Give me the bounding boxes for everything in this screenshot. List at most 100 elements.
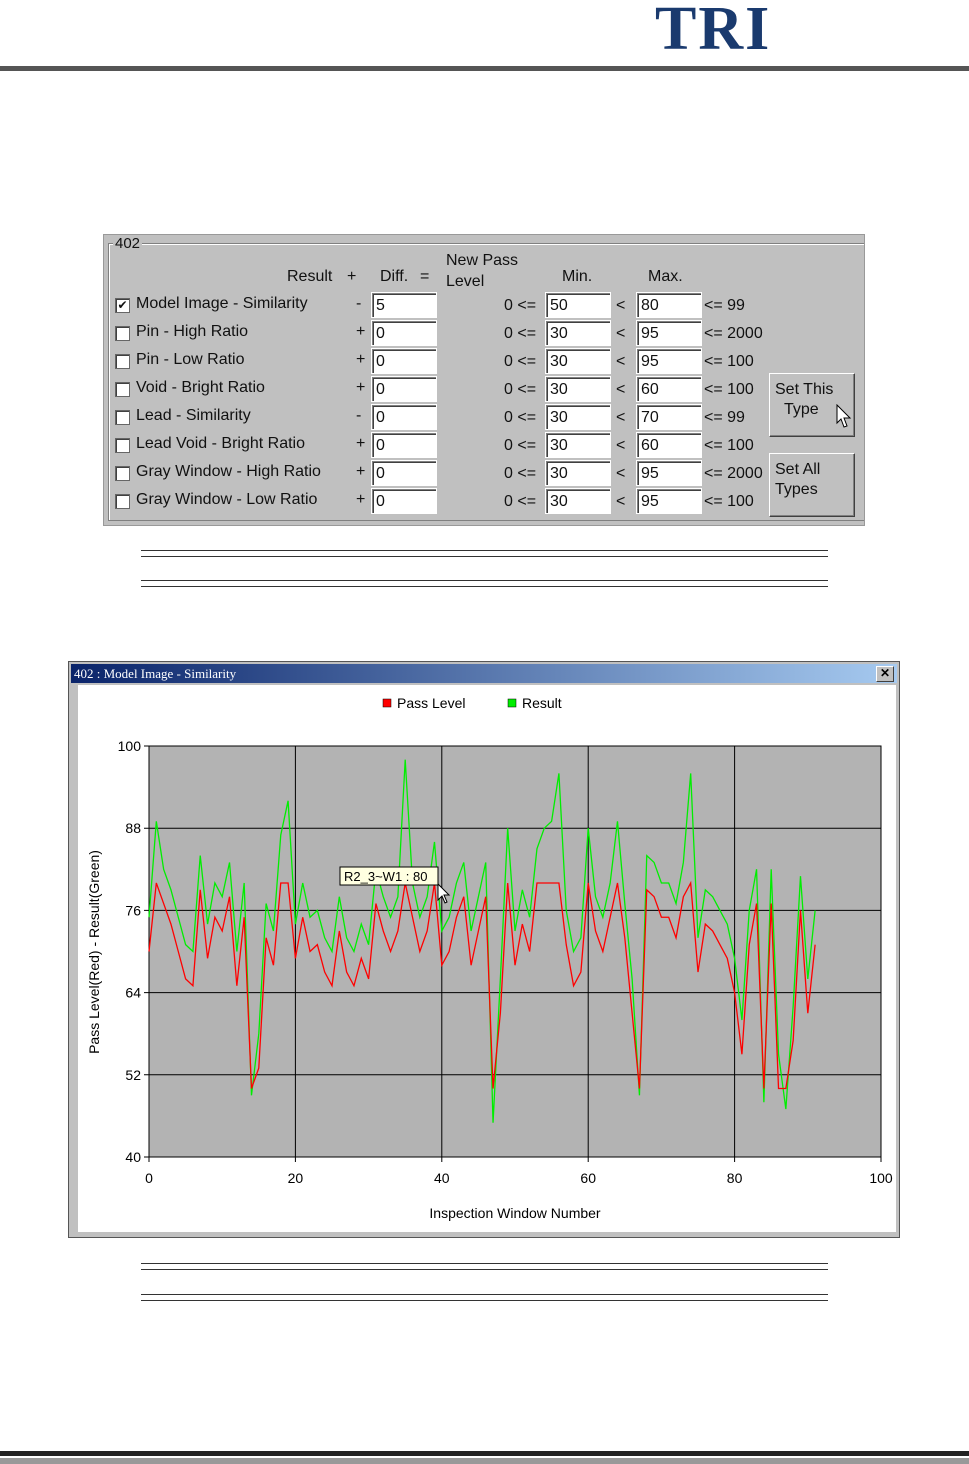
upper-limit-label: <= 2000 [704, 465, 763, 482]
diff-input[interactable]: 0 [371, 348, 437, 374]
criteria-row: Gray Window - Low Ratio + 0 0 <= 30 < 95… [104, 487, 864, 515]
diff-input[interactable]: 0 [371, 460, 437, 486]
separator [141, 1294, 828, 1301]
min-input[interactable]: 30 [545, 376, 611, 402]
tooltip-box [339, 866, 439, 886]
max-input[interactable]: 95 [636, 460, 702, 486]
x-tick-label: 40 [434, 1170, 450, 1186]
diff-input[interactable]: 0 [371, 320, 437, 346]
less-than-label: < [616, 493, 626, 510]
less-than-label: < [616, 381, 626, 398]
x-tick-label: 20 [288, 1170, 304, 1186]
criteria-label: Pin - Low Ratio [136, 351, 245, 368]
y-tick-label: 40 [125, 1149, 141, 1165]
less-than-label: < [616, 465, 626, 482]
header-min: Min. [562, 268, 593, 285]
sign-label: + [356, 379, 366, 396]
less-than-label: < [616, 437, 626, 454]
y-tick-label: 88 [125, 820, 141, 836]
diff-input[interactable]: 0 [371, 432, 437, 458]
lower-bound-label: 0 <= [504, 493, 537, 510]
diff-input[interactable]: 0 [371, 376, 437, 402]
criteria-checkbox[interactable] [115, 438, 130, 453]
criteria-checkbox[interactable] [115, 326, 130, 341]
max-input[interactable]: 70 [636, 404, 702, 430]
max-input[interactable]: 95 [636, 488, 702, 514]
set-all-types-button[interactable]: Set All Types [769, 453, 855, 517]
legend-swatch-result [507, 698, 517, 708]
less-than-label: < [616, 325, 626, 342]
criteria-label: Lead - Similarity [136, 407, 251, 424]
sign-label: + [356, 435, 366, 452]
less-than-label: < [616, 297, 626, 314]
pass-level-dialog: 402 Result + Diff. = New Pass Level Min.… [103, 234, 865, 526]
x-axis-label: Inspection Window Number [429, 1205, 601, 1221]
criteria-row: Pin - High Ratio + 0 0 <= 30 < 95 <= 200… [104, 319, 864, 347]
criteria-checkbox[interactable] [115, 354, 130, 369]
header-rule [0, 66, 969, 71]
lower-bound-label: 0 <= [504, 353, 537, 370]
x-tick-label: 0 [145, 1170, 153, 1186]
lower-bound-label: 0 <= [504, 465, 537, 482]
min-input[interactable]: 30 [545, 488, 611, 514]
chart-area: 0 20 40 60 80 100 100 88 76 64 52 40 Inspection Wind… [78, 685, 896, 1232]
diff-input[interactable]: 0 [371, 404, 437, 430]
sign-label: + [356, 351, 366, 368]
upper-limit-label: <= 99 [704, 297, 745, 314]
min-input[interactable]: 30 [545, 348, 611, 374]
criteria-row: Lead Void - Bright Ratio + 0 0 <= 30 < 6… [104, 431, 864, 459]
lower-bound-label: 0 <= [504, 437, 537, 454]
upper-limit-label: <= 100 [704, 437, 754, 454]
criteria-label: Model Image - Similarity [136, 295, 308, 312]
less-than-label: < [616, 409, 626, 426]
diff-input[interactable]: 0 [371, 488, 437, 514]
max-input[interactable]: 60 [636, 376, 702, 402]
max-input[interactable]: 95 [636, 348, 702, 374]
criteria-label: Gray Window - Low Ratio [136, 491, 318, 508]
series-line-result [148, 759, 816, 1123]
line-chart: 0 20 40 60 80 100 100 88 76 64 52 40 Inspection Wind… [86, 695, 893, 1221]
tooltip-text: R2_3~W1 : 80 [344, 869, 427, 884]
header-level: Level [446, 273, 485, 290]
upper-limit-label: <= 100 [704, 381, 754, 398]
min-input[interactable]: 30 [545, 432, 611, 458]
separator [141, 1263, 828, 1270]
criteria-row: Void - Bright Ratio + 0 0 <= 30 < 60 <= … [104, 375, 864, 403]
sign-label: - [356, 295, 362, 312]
header-new-pass: New Pass [446, 252, 519, 269]
y-tick-label: 52 [125, 1067, 141, 1083]
criteria-checkbox[interactable] [115, 410, 130, 425]
y-tick-label: 100 [118, 738, 142, 754]
series-line-pass-level [148, 880, 816, 1090]
header-equals: = [420, 268, 430, 285]
set-this-type-button[interactable]: Set This Type [769, 373, 855, 437]
min-input[interactable]: 30 [545, 404, 611, 430]
plot-background [148, 745, 882, 1158]
max-input[interactable]: 60 [636, 432, 702, 458]
max-input[interactable]: 80 [636, 292, 702, 318]
close-button[interactable]: ✕ [876, 666, 894, 682]
criteria-label: Lead Void - Bright Ratio [136, 435, 305, 452]
sign-label: + [356, 323, 366, 340]
set-this-type-label: Set This [775, 381, 834, 398]
x-tick-label: 60 [580, 1170, 596, 1186]
criteria-checkbox[interactable] [115, 494, 130, 509]
upper-limit-label: <= 2000 [704, 325, 763, 342]
criteria-checkbox[interactable]: ✔ [115, 298, 130, 313]
criteria-row: Pin - Low Ratio + 0 0 <= 30 < 95 <= 100 [104, 347, 864, 375]
min-input[interactable]: 30 [545, 320, 611, 346]
min-input[interactable]: 30 [545, 460, 611, 486]
sign-label: - [356, 407, 362, 424]
min-input[interactable]: 50 [545, 292, 611, 318]
criteria-label: Void - Bright Ratio [136, 379, 265, 396]
x-tick-label: 80 [727, 1170, 743, 1186]
sign-label: + [356, 491, 366, 508]
y-tick-label: 64 [125, 985, 141, 1001]
diff-input[interactable]: 5 [371, 292, 437, 318]
criteria-checkbox[interactable] [115, 466, 130, 481]
title-bar: 402 : Model Image - Similarity ✕ [71, 664, 897, 683]
separator [141, 580, 828, 587]
max-input[interactable]: 95 [636, 320, 702, 346]
header-diff: Diff. [380, 268, 409, 285]
criteria-checkbox[interactable] [115, 382, 130, 397]
